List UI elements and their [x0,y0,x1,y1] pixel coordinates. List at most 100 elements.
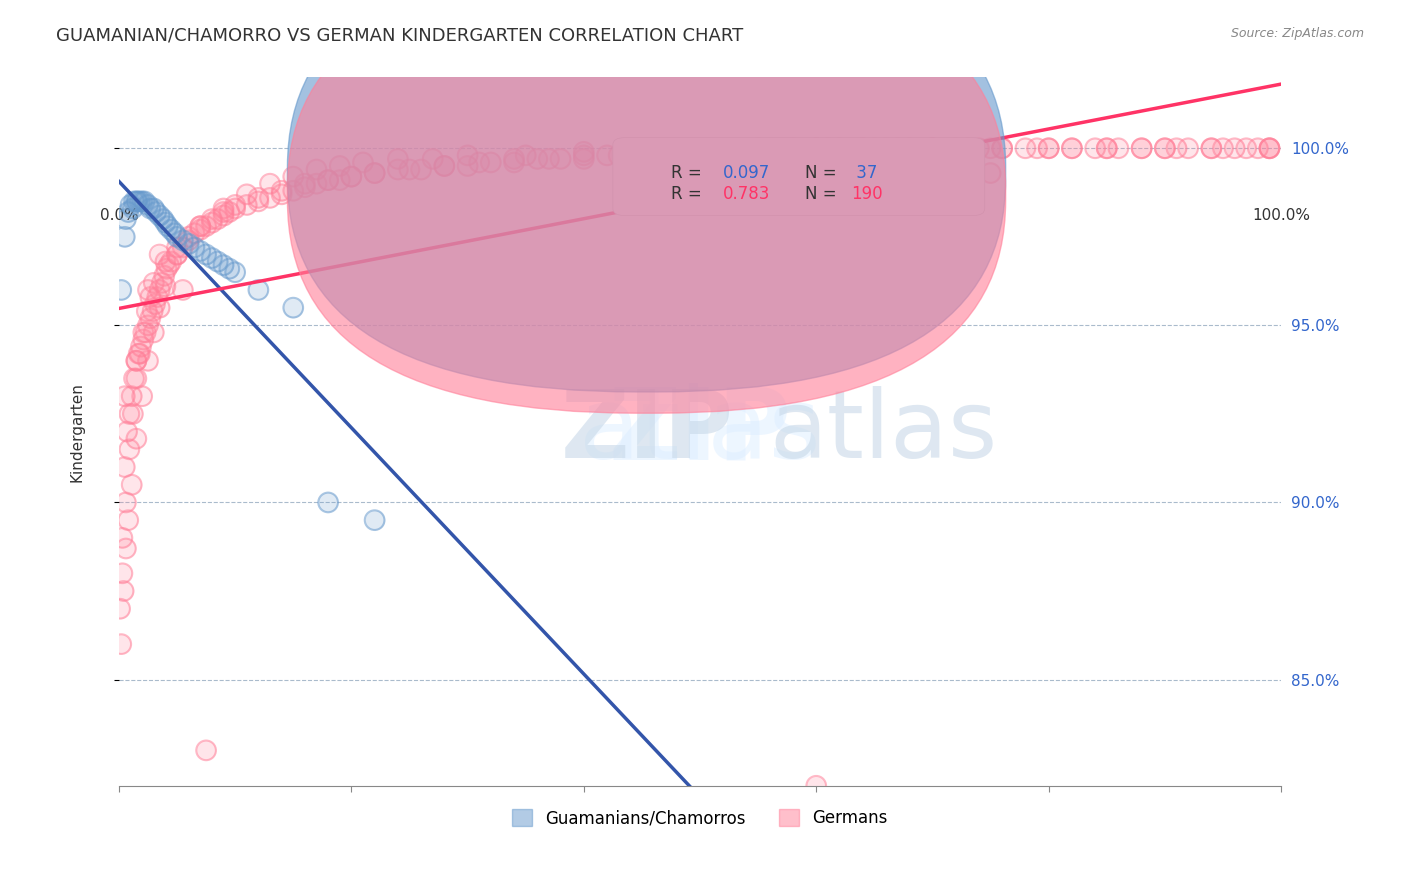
Point [689,145,711,159]
Point [188,219,211,234]
Point [956,141,979,155]
Text: R =: R = [671,164,707,182]
Point [1084,141,1107,155]
Point [852,141,875,155]
Point [991,141,1014,155]
Point [122,202,145,216]
Point [157,258,180,272]
Text: R =: R = [671,186,707,203]
Point [114,389,136,403]
Point [224,202,246,216]
Point [956,141,979,155]
Point [967,141,990,155]
Point [537,152,560,166]
Point [1026,141,1049,155]
Point [711,145,734,159]
Point [195,219,218,234]
Point [921,141,943,155]
Point [316,173,339,187]
Point [852,141,875,155]
Point [980,166,1002,180]
Point [572,148,595,162]
Point [1107,141,1129,155]
Point [218,261,240,276]
Point [1258,141,1281,155]
Point [160,223,183,237]
Point [131,194,153,209]
Point [114,460,136,475]
Point [283,169,305,184]
Point [125,432,148,446]
Point [212,202,235,216]
Point [132,333,155,347]
Point [1038,141,1060,155]
Point [183,240,205,254]
Point [294,177,316,191]
Point [1154,141,1177,155]
Point [247,283,270,297]
Point [145,205,167,219]
Text: 0.097: 0.097 [723,164,770,182]
Point [806,141,828,155]
Point [224,198,246,212]
Point [142,326,165,340]
Point [125,194,148,209]
Point [1084,141,1107,155]
Point [967,141,990,155]
Point [236,198,259,212]
Point [503,155,526,169]
Point [828,141,851,155]
Point [128,194,150,209]
Point [139,311,162,326]
Point [166,240,188,254]
Point [201,216,224,230]
Point [177,233,200,247]
Point [188,244,211,258]
Point [1038,141,1060,155]
Point [572,148,595,162]
Point [108,601,131,615]
Point [155,254,177,268]
Point [134,194,156,209]
Point [207,254,229,268]
Point [758,145,780,159]
Point [1234,141,1257,155]
Point [172,233,194,247]
Point [142,202,165,216]
Point [747,145,769,159]
Point [114,229,136,244]
Point [195,743,218,757]
Text: 0.0%: 0.0% [100,209,138,224]
Point [125,371,148,385]
Point [1258,141,1281,155]
Point [183,240,205,254]
Point [409,162,432,177]
Point [329,159,352,173]
Text: 190: 190 [851,186,883,203]
Point [980,141,1002,155]
Point [1026,141,1049,155]
Point [711,145,734,159]
Point [283,169,305,184]
Point [305,162,328,177]
Point [120,198,142,212]
Point [875,141,897,155]
Point [259,191,281,205]
Point [201,216,224,230]
Point [122,407,145,421]
Point [433,159,456,173]
Point [115,212,138,227]
Point [128,347,150,361]
Point [921,141,943,155]
Point [172,233,194,247]
Point [643,145,665,159]
Point [1201,141,1223,155]
Point [283,301,305,315]
Point [980,141,1002,155]
Point [172,283,194,297]
Point [111,531,134,545]
Point [1038,141,1060,155]
Point [1060,141,1083,155]
Point [468,155,491,169]
Point [195,247,218,261]
